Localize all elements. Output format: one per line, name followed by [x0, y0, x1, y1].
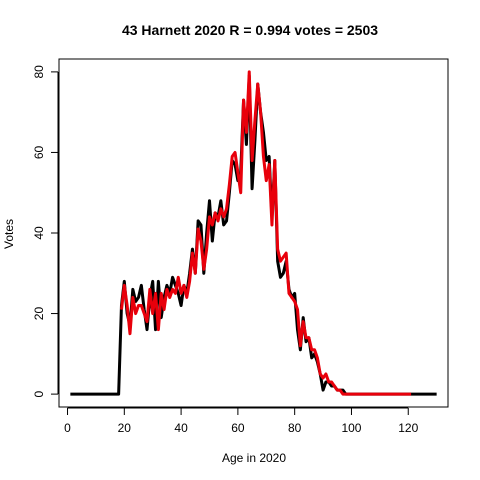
x-axis: 0 20 40 60 80 100 120: [64, 407, 419, 435]
plot-box: [58, 58, 449, 408]
y-tick-label: 80: [32, 65, 46, 79]
x-tick-label: 0: [64, 421, 71, 435]
x-tick-label: 60: [231, 421, 245, 435]
x-tick-label: 20: [118, 421, 132, 435]
y-tick-label: 60: [32, 145, 46, 159]
y-tick-label: 0: [32, 390, 46, 397]
x-tick-label: 100: [341, 421, 361, 435]
x-tick-label: 40: [174, 421, 188, 435]
y-tick-label: 20: [32, 307, 46, 321]
x-tick-label: 80: [288, 421, 302, 435]
series-layer: [70, 70, 437, 396]
x-tick-label: 120: [398, 421, 418, 435]
series-line-2: [119, 70, 412, 396]
chart-title: 43 Harnett 2020 R = 0.994 votes = 2503: [122, 22, 378, 38]
x-axis-label: Age in 2020: [222, 451, 286, 465]
y-axis-label: Votes: [2, 219, 16, 249]
y-axis: 0 20 40 60 80: [32, 65, 59, 397]
y-tick-label: 40: [32, 226, 46, 240]
